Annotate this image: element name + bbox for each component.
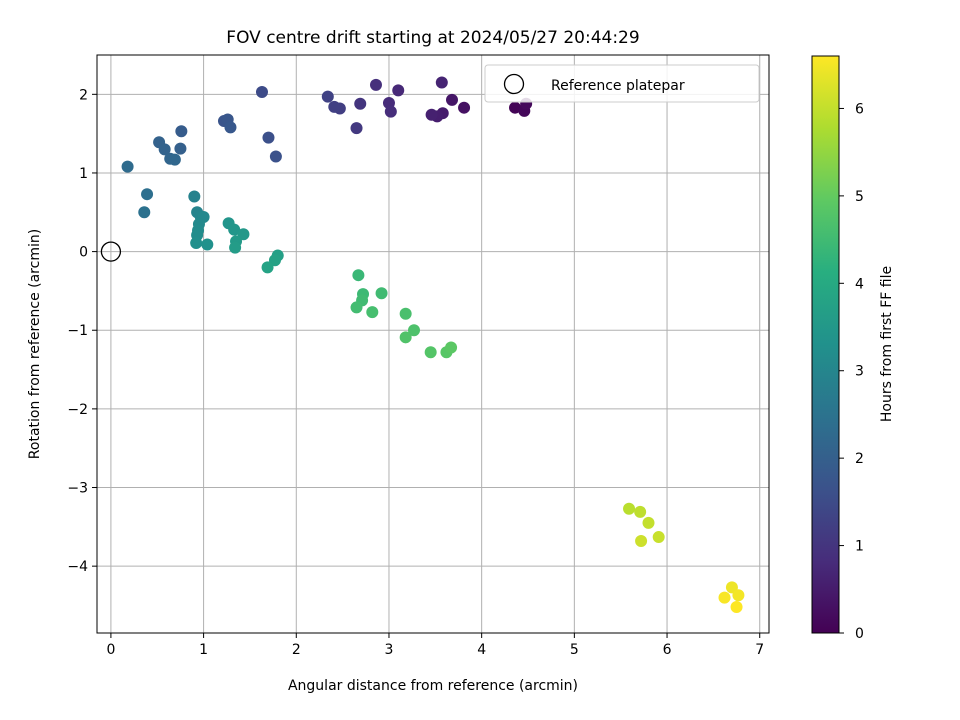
scatter-point: [141, 188, 154, 201]
scatter-point: [350, 301, 363, 314]
colorbar-gradient: [811, 55, 840, 634]
scatter-point: [201, 238, 214, 251]
scatter-point: [224, 121, 237, 134]
x-tick-label: 3: [385, 642, 394, 658]
scatter-point: [269, 150, 282, 163]
scatter-point: [369, 78, 382, 91]
colorbar-tick-label: 3: [855, 364, 864, 380]
x-tick-label: 5: [570, 642, 579, 658]
colorbar-tick-label: 0: [855, 626, 864, 642]
scatter-point: [175, 125, 188, 138]
legend-marker-reference: [503, 73, 525, 95]
colorbar-tick-label: 1: [855, 539, 864, 555]
scatter-point: [634, 505, 647, 518]
colorbar-ticks: 0 1 2 3 4 5 6: [839, 101, 864, 642]
scatter-point: [158, 143, 171, 156]
scatter-point: [445, 341, 458, 354]
x-tick-label: 7: [755, 642, 764, 658]
y-tick-label: −2: [67, 402, 88, 418]
scatter-point: [424, 346, 437, 359]
scatter-point: [635, 534, 648, 547]
scatter-point: [730, 601, 743, 614]
scatter-point: [168, 153, 181, 166]
scatter-point: [237, 228, 250, 241]
scatter-point: [354, 97, 367, 110]
scatter-point: [366, 306, 379, 319]
x-tick-label: 1: [199, 642, 208, 658]
y-tick-label: 1: [79, 166, 88, 182]
scatter-point: [350, 122, 363, 135]
y-tick-label: −1: [67, 323, 88, 339]
colorbar-label: Hours from first FF file: [879, 266, 895, 422]
y-axis-label: Rotation from reference (arcmin): [27, 229, 43, 459]
scatter-point: [652, 531, 665, 544]
scatter-point: [399, 307, 412, 320]
y-tick-label: −3: [67, 481, 88, 497]
reference-marker: [100, 241, 122, 262]
x-axis-label: Angular distance from reference (arcmin): [288, 678, 578, 694]
x-tick-label: 4: [477, 642, 486, 658]
scatter-point: [446, 93, 459, 106]
scatter-point: [268, 254, 281, 267]
colorbar-tick-label: 6: [855, 101, 864, 117]
scatter-points: [121, 76, 745, 614]
scatter-point: [407, 324, 420, 337]
grid-lines: [97, 55, 769, 633]
y-tick-label: 0: [79, 245, 88, 261]
y-tick-label: 2: [79, 87, 88, 103]
scatter-point: [321, 90, 334, 103]
axis-ticks: 0 1 2 3 4 5 6 7 −4 −3 −2 −1 0 1 2: [67, 87, 764, 658]
scatter-point: [352, 269, 365, 282]
scatter-point: [375, 287, 388, 300]
scatter-point: [138, 206, 151, 219]
scatter-point: [174, 142, 187, 155]
scatter-point: [399, 331, 412, 344]
colorbar: 0 1 2 3 4 5 6 Hours from first FF file: [811, 55, 895, 642]
scatter-point: [458, 101, 471, 114]
scatter-point: [384, 105, 397, 118]
legend-label-reference: Reference platepar: [551, 78, 685, 94]
x-tick-label: 2: [292, 642, 301, 658]
scatter-point: [392, 84, 405, 97]
scatter-point: [255, 85, 268, 98]
y-tick-label: −4: [67, 559, 88, 575]
scatter-point: [623, 502, 636, 515]
scatter-point: [229, 241, 242, 254]
scatter-point: [509, 101, 522, 114]
scatter-point: [188, 190, 201, 203]
scatter-point: [718, 591, 731, 604]
scatter-point: [435, 76, 448, 89]
scatter-point: [262, 131, 275, 144]
scatter-point: [228, 223, 241, 236]
scatter-point: [732, 589, 745, 602]
scatter-point: [261, 261, 274, 274]
x-tick-label: 6: [663, 642, 672, 658]
plot-frame: [96, 54, 770, 634]
chart-title: FOV centre drift starting at 2024/05/27 …: [226, 28, 639, 48]
colorbar-tick-label: 4: [855, 276, 864, 292]
scatter-point: [190, 236, 203, 249]
scatter-point: [121, 160, 134, 173]
colorbar-tick-label: 2: [855, 451, 864, 467]
scatter-point: [642, 516, 655, 529]
colorbar-tick-label: 5: [855, 189, 864, 205]
scatter-point: [425, 108, 438, 121]
legend-box: Reference platepar: [484, 64, 760, 103]
x-tick-label: 0: [106, 642, 115, 658]
scatter-point: [328, 100, 341, 113]
reference-point: [100, 241, 122, 262]
